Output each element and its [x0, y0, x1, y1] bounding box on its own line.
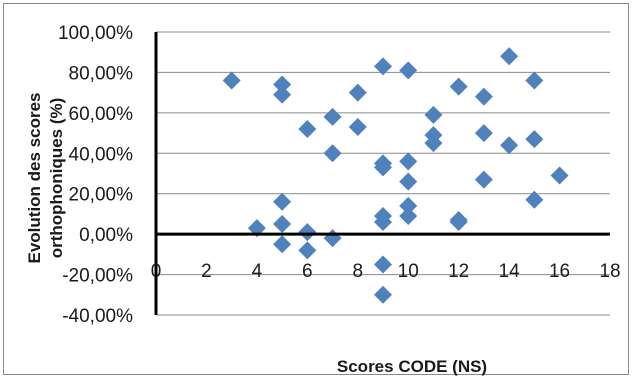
data-point [273, 192, 292, 211]
x-tick-label: 18 [599, 261, 620, 282]
y-tick-label: 80,00% [69, 63, 134, 84]
data-point [222, 71, 241, 90]
x-tick-label: 10 [398, 261, 419, 282]
chart-frame [3, 3, 629, 375]
data-point [374, 255, 392, 274]
data-point [399, 152, 418, 171]
data-point [374, 57, 392, 76]
x-tick-label: 6 [302, 261, 313, 282]
data-point [424, 134, 443, 153]
data-point [298, 241, 317, 260]
data-point [525, 190, 544, 209]
data-point [374, 158, 392, 177]
y-tick-label: 60,00% [69, 104, 134, 125]
x-axis-title: Scores CODE (NS) [337, 357, 487, 376]
data-point [323, 229, 342, 248]
data-point [449, 77, 468, 96]
x-tick-label: 2 [201, 261, 212, 282]
data-point [273, 215, 292, 234]
x-tick-label: 0 [151, 261, 162, 282]
y-tick-label: -20,00% [62, 266, 133, 287]
data-point [424, 105, 443, 124]
y-tick-labels: -40,00% -20,00% 0,00% 20,00% 40,00% 60,00% 80,… [58, 23, 133, 327]
data-point [474, 124, 493, 143]
x-tick-label: 16 [549, 261, 570, 282]
x-tick-label: 4 [252, 261, 263, 282]
x-tick-label: 12 [448, 261, 469, 282]
y-tick-label: -40,00% [62, 306, 133, 327]
data-point [474, 170, 493, 189]
data-point [474, 87, 493, 106]
data-point [500, 136, 519, 155]
y-tick-label: 100,00% [58, 23, 133, 44]
y-tick-label: 40,00% [69, 144, 134, 165]
data-point [374, 285, 392, 304]
data-points [222, 47, 569, 304]
data-point [323, 144, 342, 163]
data-point [348, 83, 367, 102]
data-point [500, 47, 519, 66]
x-tick-labels: 0 2 4 6 8 10 12 14 16 18 [151, 261, 621, 282]
data-point [323, 107, 342, 126]
data-point [273, 85, 292, 104]
y-axis-title: Evolution des scores orthophoniques (%) [25, 93, 66, 264]
x-tick-label: 14 [499, 261, 521, 282]
data-point [399, 61, 418, 80]
data-point [298, 223, 317, 242]
data-point [374, 213, 392, 232]
data-point [298, 120, 317, 139]
data-point [449, 213, 468, 232]
data-point [399, 172, 418, 191]
data-point [273, 235, 292, 254]
y-tick-label: 0,00% [79, 225, 133, 246]
data-point [399, 196, 418, 215]
data-point [525, 130, 544, 149]
data-point [348, 118, 367, 137]
y-tick-label: 20,00% [69, 185, 134, 206]
data-point [247, 219, 266, 238]
data-point [273, 75, 292, 94]
data-point [399, 206, 418, 225]
data-point [525, 71, 544, 90]
data-point [550, 166, 569, 185]
x-tick-label: 8 [352, 261, 363, 282]
